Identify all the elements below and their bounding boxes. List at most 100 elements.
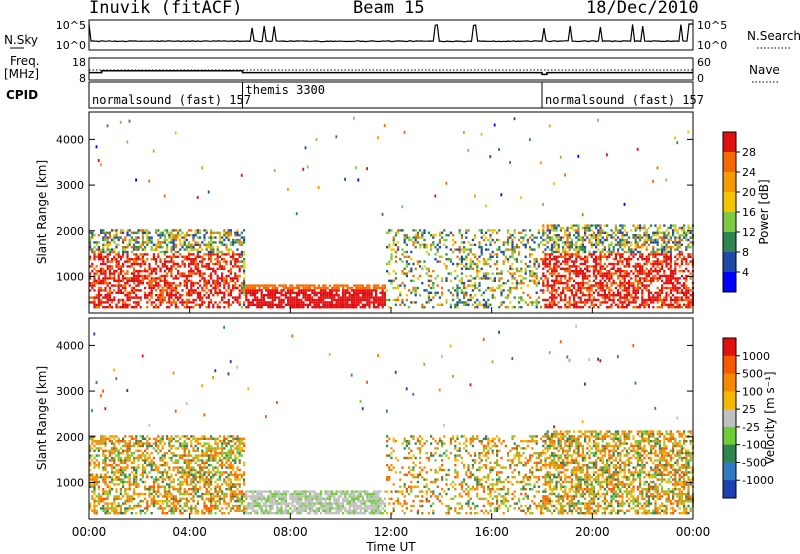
echo-cell <box>577 296 580 299</box>
echo-cell <box>518 231 521 234</box>
echo-cell <box>155 468 158 472</box>
echo-cell <box>185 492 188 496</box>
echo-cell <box>623 224 626 227</box>
echo-cell <box>678 236 681 239</box>
echo-cell <box>148 291 151 294</box>
echo-cell <box>102 504 105 508</box>
echo-cell <box>192 490 195 493</box>
echo-cell <box>117 274 120 278</box>
echo-cell <box>130 258 133 261</box>
echo-cell <box>135 260 138 263</box>
echo-cell <box>588 279 591 282</box>
echo-cell <box>245 298 248 302</box>
echo-cell <box>643 272 646 275</box>
echo-cell <box>511 241 514 244</box>
echo-cell <box>361 286 364 290</box>
echo-cell <box>271 286 274 290</box>
echo-cell <box>641 282 644 285</box>
echo-cell <box>287 303 290 306</box>
echo-cell <box>150 241 153 244</box>
echo-cell <box>535 272 538 275</box>
echo-cell <box>568 303 571 306</box>
echo-cell <box>152 437 155 440</box>
echo-cell <box>115 284 118 287</box>
echo-cell <box>188 243 191 246</box>
echo-cell <box>148 284 151 287</box>
echo-cell <box>507 306 510 309</box>
echo-cell <box>93 241 96 244</box>
echo-cell <box>676 301 679 304</box>
echo-cell <box>93 282 96 285</box>
echo-cell <box>260 291 263 294</box>
echo-cell <box>645 274 648 278</box>
echo-cell <box>652 253 655 256</box>
echo-cell <box>511 306 514 309</box>
echo-cell <box>632 296 635 299</box>
echo-cell <box>610 303 613 306</box>
echo-cell <box>97 255 100 258</box>
echo-cell <box>577 301 580 304</box>
echo-cell <box>225 236 228 239</box>
echo-cell <box>555 296 558 299</box>
echo-cell <box>130 471 133 474</box>
echo-cell <box>498 272 501 275</box>
echo-cell <box>289 284 292 287</box>
echo-cell <box>223 306 226 309</box>
echo-cell <box>663 282 666 285</box>
echo-cell <box>236 229 239 232</box>
echo-cell <box>210 234 213 237</box>
echo-cell <box>656 279 659 282</box>
echo-cell <box>656 277 659 280</box>
echo-cell <box>104 440 107 443</box>
echo-cell <box>603 284 606 287</box>
echo-cell <box>460 241 463 244</box>
echo-cell <box>117 279 120 282</box>
echo-cell <box>159 298 162 302</box>
echo-cell <box>652 262 655 266</box>
echo-cell <box>100 272 103 275</box>
echo-cell <box>172 509 175 512</box>
echo-cell <box>674 286 677 290</box>
echo-cell <box>199 272 202 275</box>
echo-cell <box>493 253 496 256</box>
echo-cell <box>641 289 644 292</box>
echo-cell <box>480 236 483 239</box>
echo-cell <box>634 265 637 268</box>
echo-cell <box>141 444 144 448</box>
echo-cell <box>223 243 226 246</box>
echo-cell <box>493 279 496 282</box>
echo-cell <box>135 437 138 440</box>
echo-cell <box>663 255 666 258</box>
echo-cell <box>628 246 631 249</box>
echo-cell <box>210 260 213 263</box>
echo-cell <box>535 258 538 261</box>
echo-cell <box>117 306 120 309</box>
echo-cell <box>353 116 355 120</box>
echo-cell <box>427 291 430 294</box>
echo-cell <box>568 306 571 309</box>
echo-cell <box>474 243 477 246</box>
echo-cell <box>174 459 177 462</box>
echo-cell <box>152 286 155 290</box>
echo-cell <box>115 440 118 443</box>
echo-cell <box>656 272 659 275</box>
echo-cell <box>179 284 182 287</box>
echo-cell <box>108 286 111 290</box>
echo-cell <box>157 471 160 474</box>
echo-cell <box>181 473 184 476</box>
echo-cell <box>617 241 620 244</box>
echo-cell <box>111 306 114 309</box>
echo-cell <box>174 250 177 254</box>
echo-cell <box>177 478 180 481</box>
echo-cell <box>243 241 246 244</box>
echo-cell <box>570 253 573 256</box>
echo-cell <box>676 296 679 299</box>
echo-cell <box>102 480 105 484</box>
echo-cell <box>126 258 129 261</box>
echo-cell <box>661 231 664 234</box>
echo-cell <box>430 248 433 251</box>
echo-cell <box>117 437 120 440</box>
echo-cell <box>194 229 197 232</box>
echo-cell <box>476 303 479 306</box>
echo-cell <box>124 488 127 491</box>
